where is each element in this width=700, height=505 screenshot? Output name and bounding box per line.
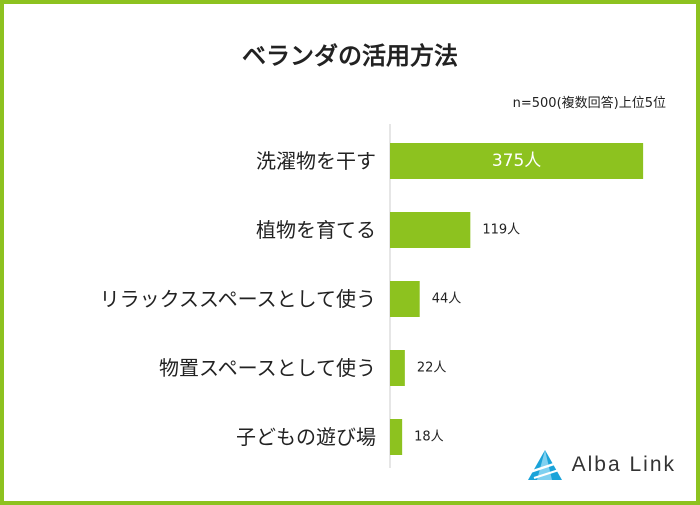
category-label: リラックススペースとして使う [100, 287, 376, 311]
brand-logo: Alba Link [526, 447, 676, 483]
bar [390, 212, 471, 248]
bar [390, 419, 403, 455]
data-label: 375人 [492, 151, 541, 171]
data-label: 119人 [482, 223, 520, 238]
category-label: 洗濯物を干す [256, 149, 376, 173]
data-label: 22人 [417, 361, 447, 376]
brand-name: Alba Link [571, 453, 676, 476]
chart-title: ベランダの活用方法 [242, 42, 458, 70]
bar [390, 350, 405, 386]
alba-link-logo-icon [527, 450, 562, 480]
data-label: 44人 [432, 292, 462, 307]
bar [390, 281, 420, 317]
category-label: 植物を育てる [256, 218, 376, 242]
category-label: 物置スペースとして使う [159, 356, 376, 380]
category-label: 子どもの遊び場 [236, 425, 376, 449]
bar [390, 143, 644, 179]
data-label: 18人 [414, 430, 444, 445]
chart-subtitle: n=500(複数回答)上位5位 [512, 96, 666, 111]
